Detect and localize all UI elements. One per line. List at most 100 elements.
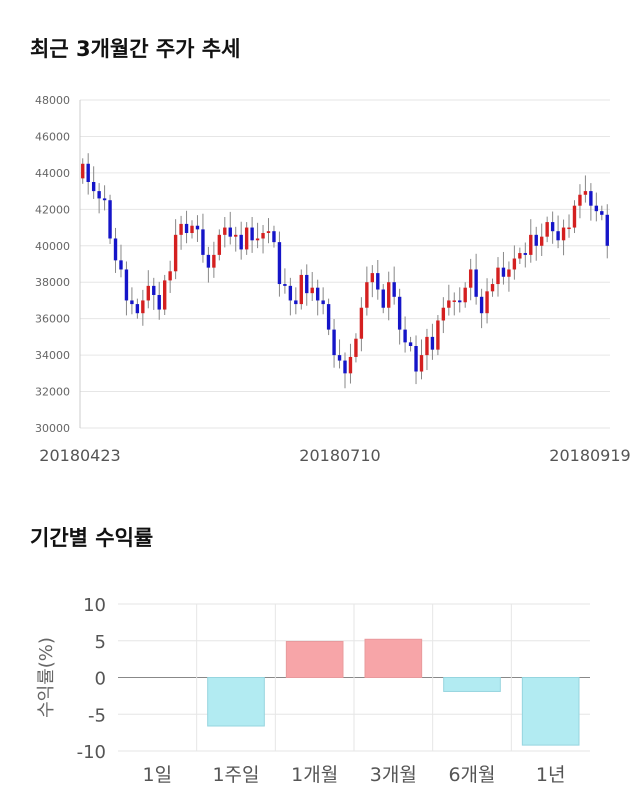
x-tick-label: 1주일 <box>212 764 259 786</box>
price-chart-title: 최근 3개월간 주가 추세 <box>30 37 241 61</box>
candle-body <box>447 300 451 308</box>
candle-body <box>255 238 260 241</box>
candle-body <box>556 231 560 241</box>
candle-body <box>212 254 216 268</box>
candle-body <box>239 234 243 250</box>
candle-body <box>266 231 271 234</box>
candle-body <box>162 280 167 310</box>
candle-body <box>223 227 227 235</box>
candle-body <box>152 285 156 295</box>
candle-body <box>485 291 489 314</box>
candle-body <box>294 300 298 305</box>
candle-body <box>529 234 533 255</box>
return-bar <box>443 677 501 692</box>
candle-body <box>354 338 358 357</box>
candle-body <box>572 205 577 228</box>
y-tick-label: 38000 <box>35 276 70 289</box>
candle-body <box>348 356 353 374</box>
return-bar <box>521 677 580 746</box>
candle-body <box>441 307 446 321</box>
candle-body <box>173 234 178 272</box>
price-candlestick-chart: 48000 46000 44000 42000 40000 38000 36000 34000… <box>35 94 631 465</box>
candle-body <box>119 260 123 270</box>
y-tick-label: -5 <box>88 705 106 726</box>
candle-body <box>113 238 118 261</box>
return-bar-chart: 10 5 0 -5 -10 수익률(%) 1일 1주일 1개월 3개월 6개월 1년 <box>36 595 590 786</box>
y-tick-label: -10 <box>77 742 106 763</box>
y-tick-label: 36000 <box>35 313 70 326</box>
candle-body <box>108 200 112 239</box>
candle-body <box>277 242 282 285</box>
candle-body <box>605 214 609 246</box>
candle-body <box>452 300 456 302</box>
candle-body <box>228 227 232 237</box>
candle-body <box>518 253 522 259</box>
candle-body <box>414 346 418 372</box>
candle-body <box>534 234 538 246</box>
candle-body <box>463 287 467 303</box>
x-tick-label: 1일 <box>143 764 173 786</box>
candle-body <box>91 182 96 192</box>
y-tick-label: 44000 <box>35 167 70 180</box>
candle-body <box>594 205 599 212</box>
candle-body <box>430 336 435 350</box>
candle-body <box>217 234 222 255</box>
y-tick-label: 48000 <box>35 94 70 107</box>
candle-body <box>305 274 309 294</box>
candle-body <box>283 284 287 286</box>
candle-body <box>201 229 205 255</box>
y-tick-label: 0 <box>95 669 106 690</box>
candle-body <box>376 273 380 290</box>
candle-body <box>567 227 571 230</box>
candle-body <box>589 191 593 206</box>
candle-body <box>135 304 140 314</box>
candle-body <box>436 320 440 350</box>
candle-body <box>561 227 566 241</box>
candle-body <box>468 269 473 288</box>
candle-body <box>157 294 161 310</box>
candle-body <box>545 222 549 237</box>
y-tick-label: 46000 <box>35 130 70 143</box>
x-tick-label: 1년 <box>536 764 566 786</box>
candle-body <box>474 269 478 297</box>
candle-body <box>337 355 342 361</box>
candle-body <box>501 267 506 277</box>
candle-body <box>523 253 528 255</box>
candle-body <box>578 194 582 206</box>
x-tick-label: 3개월 <box>370 764 417 786</box>
return-chart-title: 기간별 수익률 <box>30 526 154 550</box>
candle-body <box>458 300 462 303</box>
candle-body <box>141 300 145 314</box>
candle-body <box>365 282 369 308</box>
return-bar <box>207 677 265 727</box>
candle-body <box>234 234 238 237</box>
candle-body <box>392 282 396 297</box>
y-tick-label: 34000 <box>35 349 70 362</box>
candle-body <box>244 227 249 250</box>
candle-body <box>408 342 413 346</box>
y-tick-label: 30000 <box>35 422 70 435</box>
x-tick-label: 20180423 <box>39 446 120 465</box>
candle-body <box>496 267 500 285</box>
x-tick-label: 6개월 <box>448 764 495 786</box>
candle-body <box>288 285 293 301</box>
candle-body <box>583 191 588 195</box>
x-tick-label: 20180919 <box>549 446 630 465</box>
candle-body <box>507 269 511 277</box>
candle-body <box>343 360 347 374</box>
return-bar <box>364 638 423 678</box>
candle-body <box>102 198 107 201</box>
y-tick-label: 42000 <box>35 203 70 216</box>
candle-body <box>479 296 484 314</box>
candle-body <box>326 304 331 330</box>
candle-body <box>250 227 254 241</box>
candle-body <box>81 163 85 179</box>
candle-body <box>397 296 402 330</box>
candle-body <box>403 329 407 343</box>
y-tick-label: 32000 <box>35 386 70 399</box>
y-tick-label: 40000 <box>35 240 70 253</box>
candle-body <box>425 336 429 356</box>
candle-body <box>190 225 194 234</box>
candle-body <box>490 284 495 292</box>
candle-body <box>97 191 101 199</box>
